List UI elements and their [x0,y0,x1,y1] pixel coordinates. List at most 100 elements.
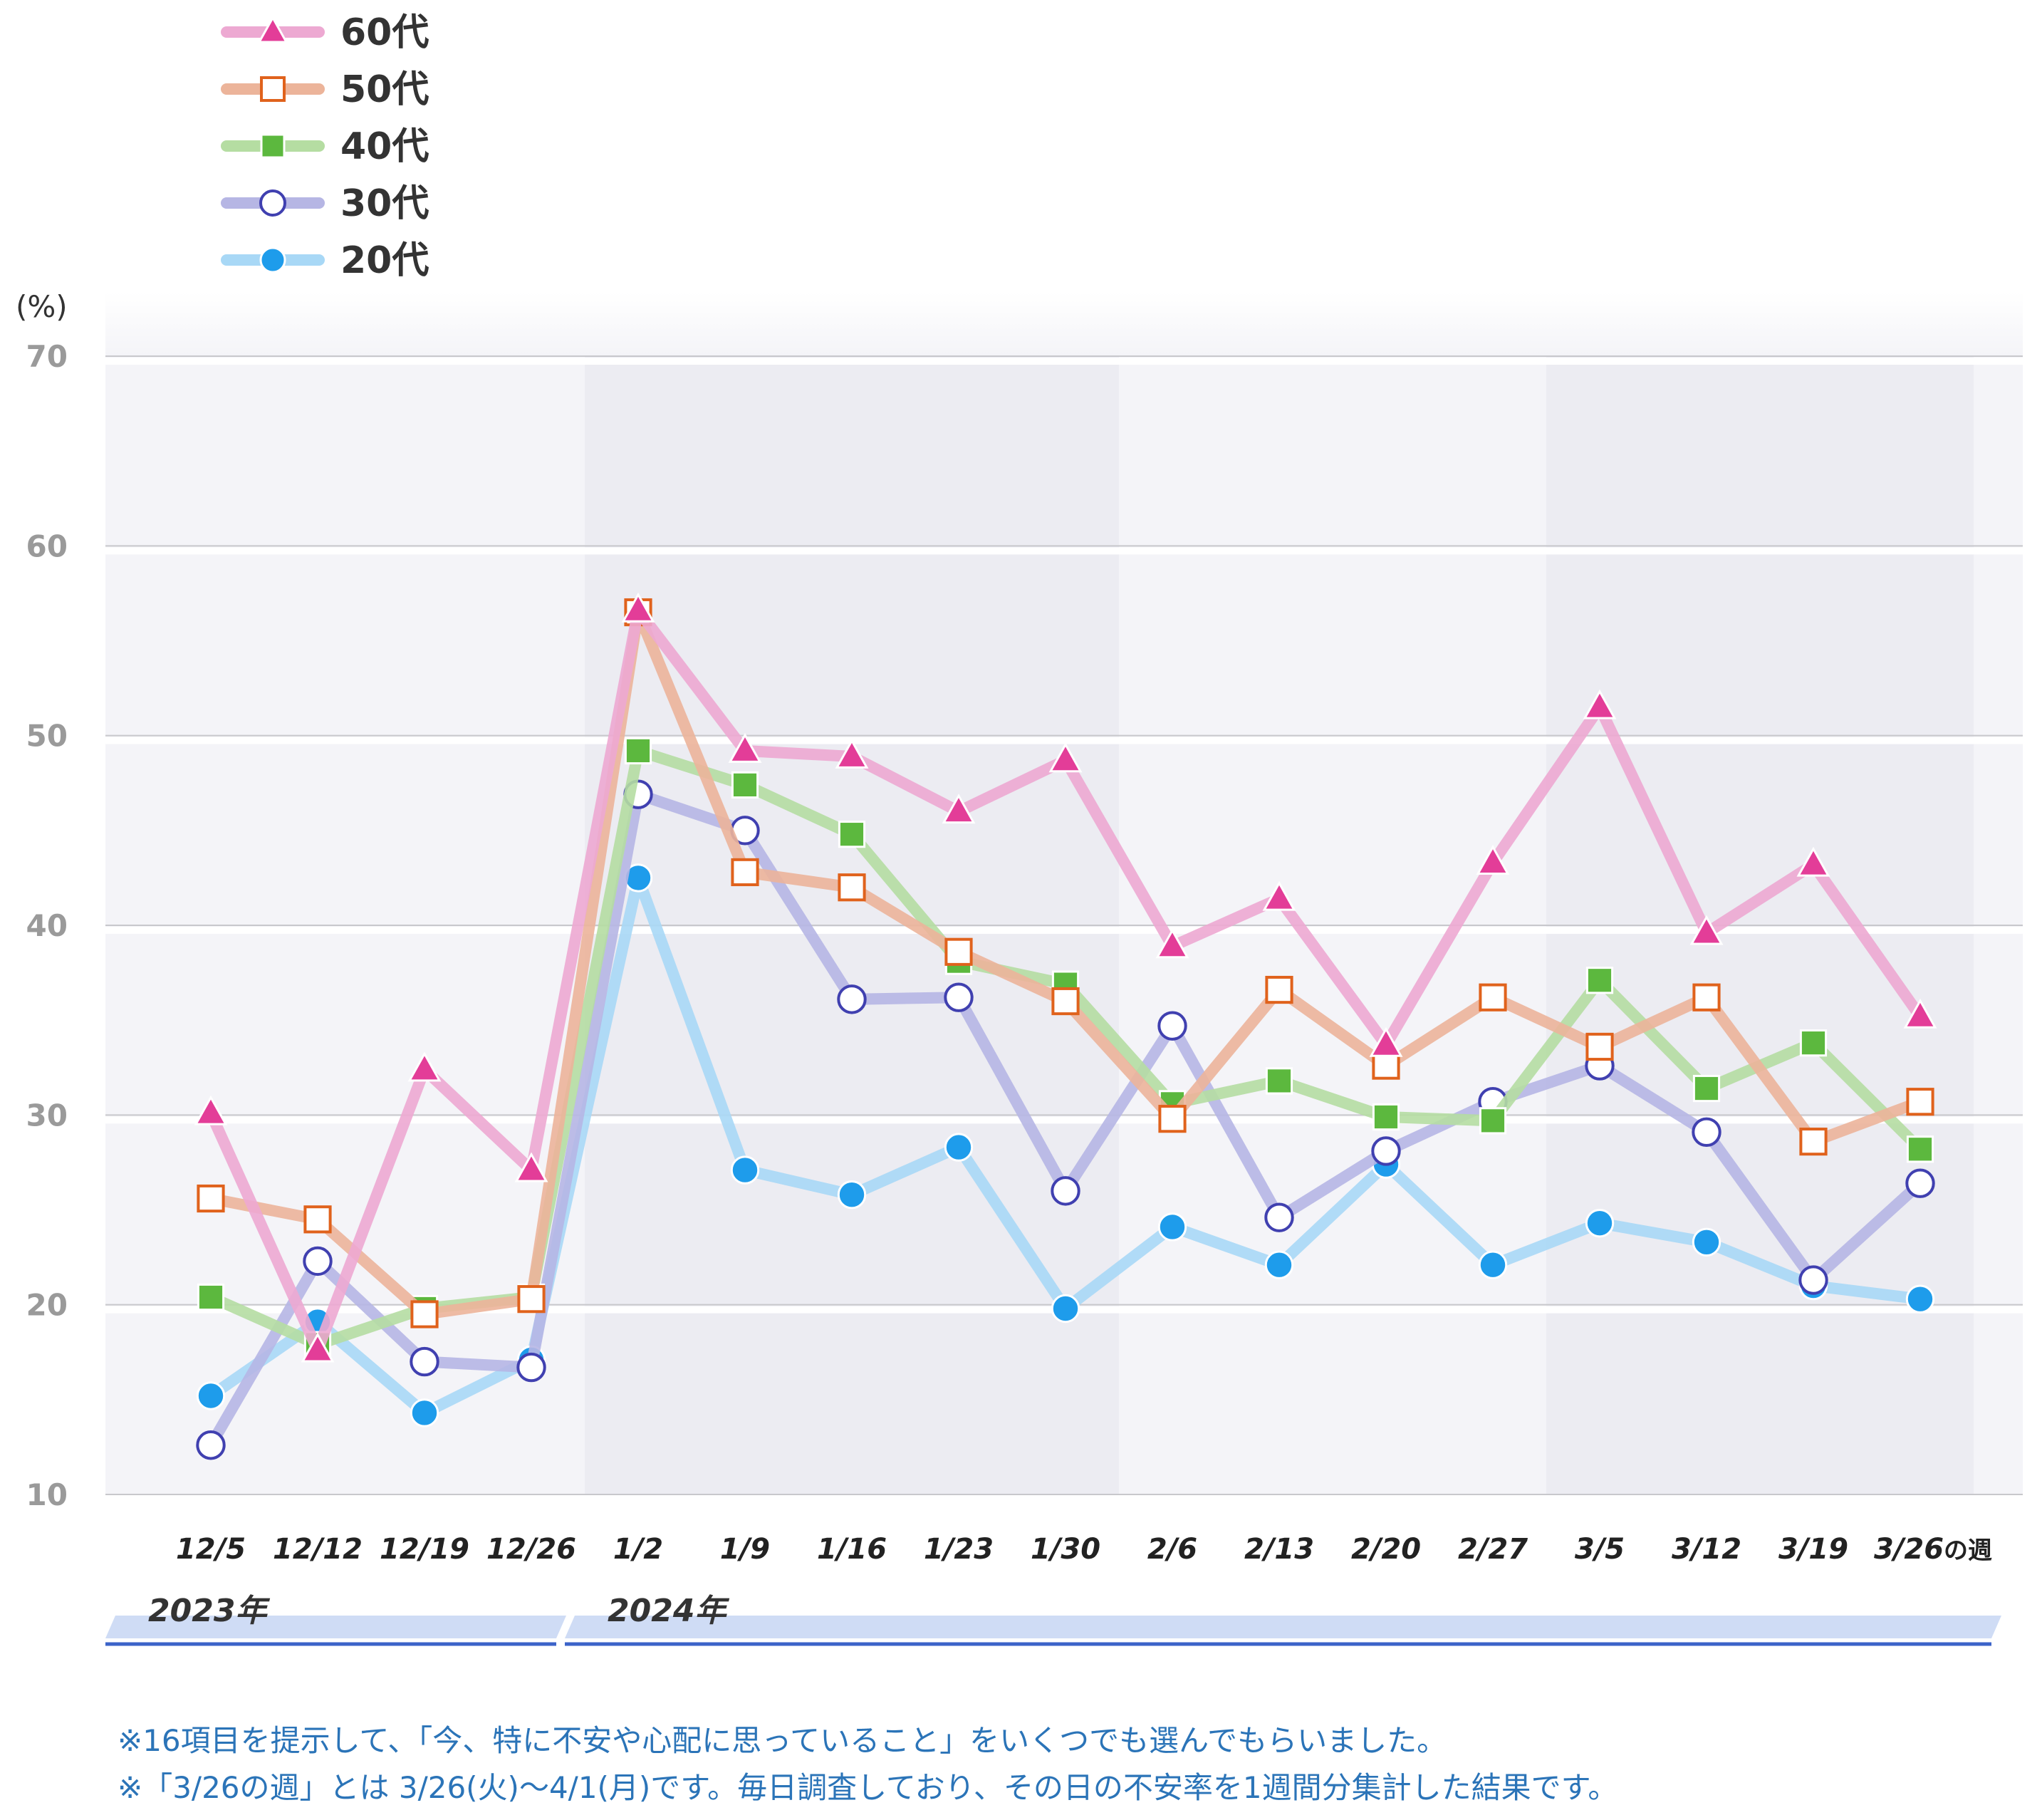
footnote-2: ※「3/26の週」とは 3/26(火)～4/1(月)です。毎日調査しており、その… [118,1770,1618,1805]
data-point [1905,1168,1935,1198]
data-point [1799,1029,1828,1057]
y-tick-label: 20 [26,1288,68,1323]
data-point [301,1332,335,1363]
data-point [1264,1250,1294,1279]
x-tick-label: 3/5 [1575,1533,1625,1566]
data-point [1906,1088,1934,1116]
legend: 60代 50代 40代 30代 20代 [221,11,429,282]
data-point [838,873,866,902]
x-tick-label: 1/16 [817,1533,887,1566]
x-tick-label: 12/12 [273,1533,363,1566]
legend-label: 50代 [340,68,429,111]
data-point [517,1285,546,1314]
data-point [837,1180,867,1210]
data-point [1585,967,1614,994]
data-point [835,738,869,769]
x-tick-label: 1/2 [613,1533,663,1566]
data-point [730,1155,760,1185]
data-point [1476,845,1510,875]
data-point [1692,1227,1721,1257]
data-point [1264,1202,1294,1232]
legend-label: 60代 [340,11,429,54]
data-point [1478,1250,1508,1279]
data-point [1372,1103,1400,1131]
legend-item: 30代 [221,182,429,225]
data-point [410,1346,439,1377]
x-tick-label: 12/19 [380,1533,469,1566]
legend-item: 50代 [221,68,429,111]
data-point [410,1300,439,1328]
y-axis-unit: (%) [16,289,68,324]
data-point [516,1352,546,1383]
data-point [1372,1051,1400,1080]
y-tick-label: 30 [26,1098,68,1133]
data-point [944,937,973,966]
data-point [624,737,652,765]
data-point [1157,1212,1187,1242]
x-tick-label: 2/13 [1244,1533,1314,1566]
data-point [1262,880,1296,911]
data-point [1903,998,1937,1029]
data-point [1479,983,1507,1012]
data-point [1798,1265,1828,1295]
data-point [731,771,759,799]
y-tick-label: 50 [26,719,68,754]
series-group [194,592,1937,1460]
data-point [1692,983,1721,1012]
data-point [944,1133,974,1162]
data-point [514,1152,548,1182]
data-point [1155,928,1189,959]
x-tick-label: 3/19 [1778,1533,1848,1566]
x-tick-label: 3/26の週 [1874,1533,1992,1566]
data-point [837,984,867,1014]
data-point [303,1205,332,1234]
y-tick-label: 40 [26,908,68,943]
legend-item: 20代 [221,239,429,282]
data-point [197,1184,225,1213]
data-point [1158,1105,1187,1133]
data-point [1051,1176,1080,1206]
data-point [1692,1074,1721,1103]
data-point [621,592,655,623]
data-point [1689,915,1724,945]
data-point [1585,1208,1615,1238]
data-point [728,732,762,763]
year-label: 2024年 [608,1593,729,1629]
data-point [1157,1011,1187,1041]
data-point [410,1398,439,1428]
x-tick-label: 2/20 [1351,1533,1421,1566]
series-60代 [194,592,1937,1363]
legend-label: 40代 [340,125,429,168]
data-point [196,1381,226,1410]
data-point [1265,1067,1293,1095]
data-point [1905,1284,1935,1314]
y-tick-label: 60 [26,529,68,563]
x-tick-label: 12/5 [176,1533,246,1566]
x-tick-label: 3/12 [1672,1533,1741,1566]
data-point [1265,975,1293,1004]
x-tick-label: 2/27 [1458,1533,1528,1566]
data-point [1051,1294,1080,1324]
data-point [407,1051,442,1082]
y-tick-label: 70 [26,339,68,374]
data-point [196,1430,226,1460]
legend-item: 40代 [221,125,429,168]
year-label: 2023年 [148,1593,270,1629]
legend-item: 60代 [221,11,429,54]
data-point [194,1095,228,1125]
legend-label: 20代 [340,239,429,282]
x-tick-label: 12/26 [486,1533,576,1566]
x-tick-label: 2/6 [1147,1533,1197,1566]
legend-label: 30代 [340,182,429,225]
data-point [731,858,759,887]
data-point [1048,742,1083,773]
data-point [1583,689,1617,719]
x-tick-label: 1/30 [1031,1533,1100,1566]
data-point [1369,1026,1403,1057]
data-point [197,1283,225,1311]
x-tick-label: 1/9 [720,1533,770,1566]
x-tick-label: 1/23 [924,1533,994,1566]
year-band: 2024年 [565,1593,2001,1646]
data-point [1371,1136,1401,1166]
